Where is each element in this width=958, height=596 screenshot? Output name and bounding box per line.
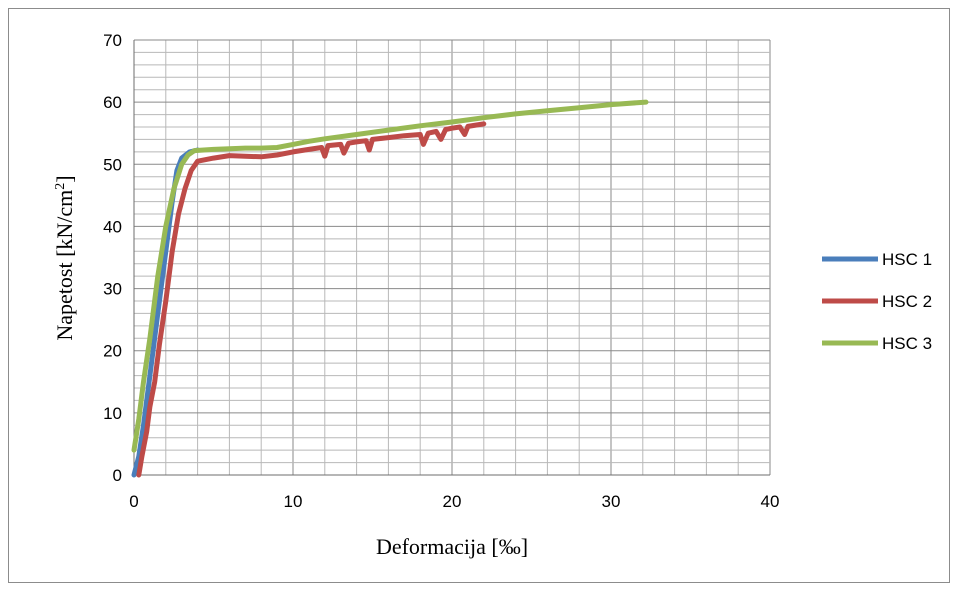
y-tick-label: 30 [103,280,122,299]
y-tick-label: 20 [103,342,122,361]
x-tick-label: 20 [443,492,462,511]
series-line-2 [136,121,487,478]
legend-label-2: HSC 2 [882,292,932,311]
chart-border [8,8,950,583]
x-tick-label: 0 [129,492,138,511]
y-tick-label: 70 [103,31,122,50]
y-axis-label: Napetost [kN/cm2] [52,175,77,340]
series-line-3 [131,99,649,453]
x-tick-label: 40 [761,492,780,511]
y-tick-label: 40 [103,217,122,236]
legend-label-1: HSC 1 [882,250,932,269]
y-tick-label: 50 [103,155,122,174]
axes: 0 10 20 30 40 0 10 20 30 40 50 60 70 [103,31,779,511]
legend-label-3: HSC 3 [882,334,932,353]
x-tick-label: 10 [284,492,303,511]
x-tick-label: 30 [602,492,621,511]
y-tick-label: 60 [103,93,122,112]
grid [133,39,771,476]
x-axis-label: Deformacija [‰] [376,534,528,559]
series-lines [131,99,649,478]
y-tick-label: 10 [103,404,122,423]
y-tick-label: 0 [113,466,122,485]
legend: HSC 1 HSC 2 HSC 3 [822,250,932,353]
